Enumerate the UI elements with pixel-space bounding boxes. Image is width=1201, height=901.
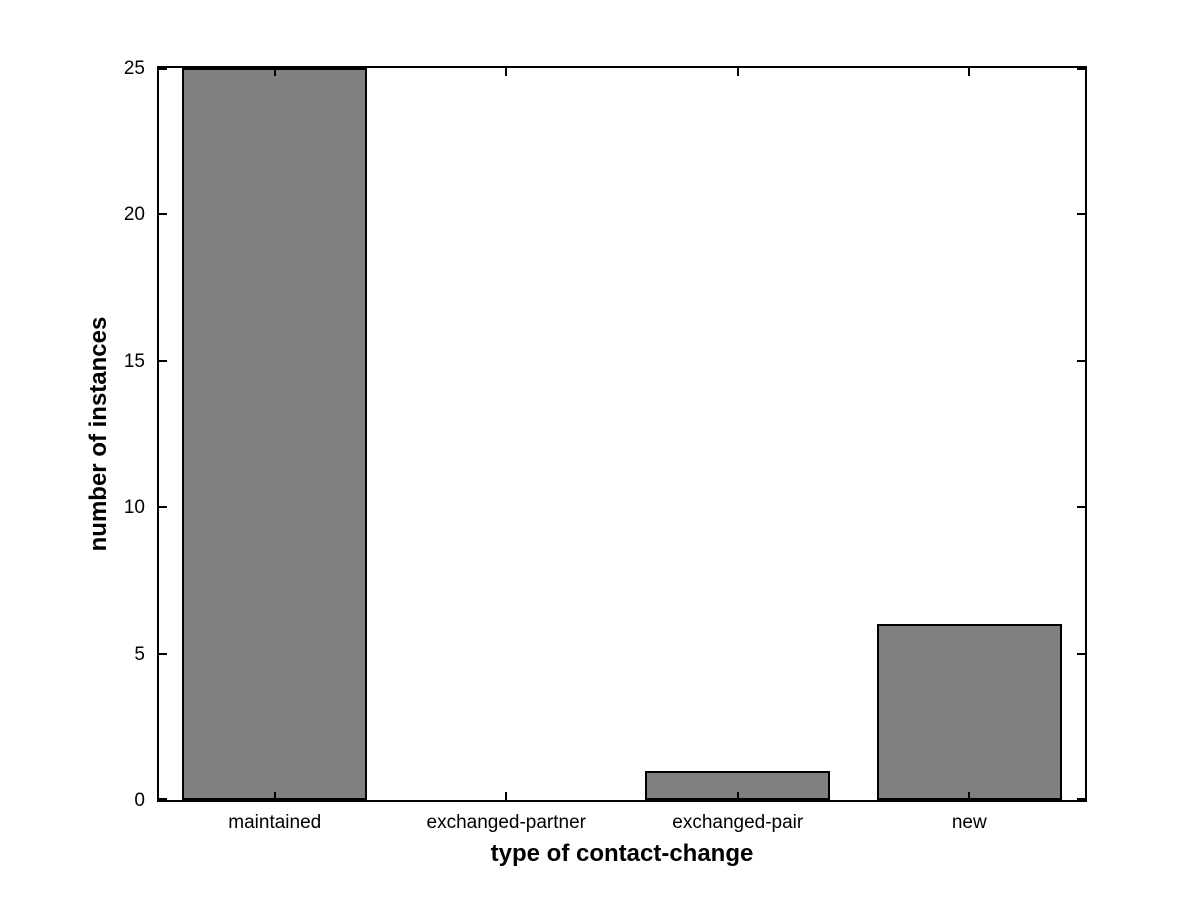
x-tick-top bbox=[736, 68, 739, 76]
x-tick-bottom bbox=[968, 792, 971, 800]
x-tick-label: new bbox=[951, 812, 987, 833]
y-tick-right bbox=[1077, 68, 1085, 70]
x-axis-title: type of contact-change bbox=[490, 840, 754, 867]
x-tick-label: maintained bbox=[228, 812, 322, 833]
y-tick-right bbox=[1077, 359, 1085, 362]
x-tick-label: exchanged-pair bbox=[672, 812, 804, 833]
y-tick-left bbox=[159, 652, 167, 655]
x-tick-top bbox=[968, 68, 971, 76]
y-tick-label: 10 bbox=[123, 497, 145, 519]
y-tick-left bbox=[159, 68, 167, 70]
y-tick-right bbox=[1077, 652, 1085, 655]
y-tick-label: 20 bbox=[123, 204, 145, 226]
y-tick-left bbox=[159, 798, 167, 800]
y-tick-right bbox=[1077, 798, 1085, 800]
y-tick-right bbox=[1077, 506, 1085, 509]
bar-new bbox=[876, 624, 1062, 800]
y-tick-left bbox=[159, 506, 167, 509]
y-tick-label: 5 bbox=[134, 643, 145, 665]
y-tick-label: 0 bbox=[134, 790, 145, 811]
bar-maintained bbox=[182, 68, 368, 800]
x-tick-bottom bbox=[273, 792, 276, 800]
y-tick-label: 15 bbox=[123, 350, 145, 372]
x-tick-top bbox=[273, 68, 276, 76]
x-tick-bottom bbox=[505, 792, 508, 800]
y-tick-left bbox=[159, 359, 167, 362]
y-tick-right bbox=[1077, 213, 1085, 216]
plot-area bbox=[157, 66, 1087, 802]
x-tick-top bbox=[505, 68, 508, 76]
y-tick-left bbox=[159, 213, 167, 216]
y-tick-label: 25 bbox=[123, 58, 145, 79]
x-tick-label: exchanged-partner bbox=[426, 812, 587, 833]
x-tick-bottom bbox=[736, 792, 739, 800]
